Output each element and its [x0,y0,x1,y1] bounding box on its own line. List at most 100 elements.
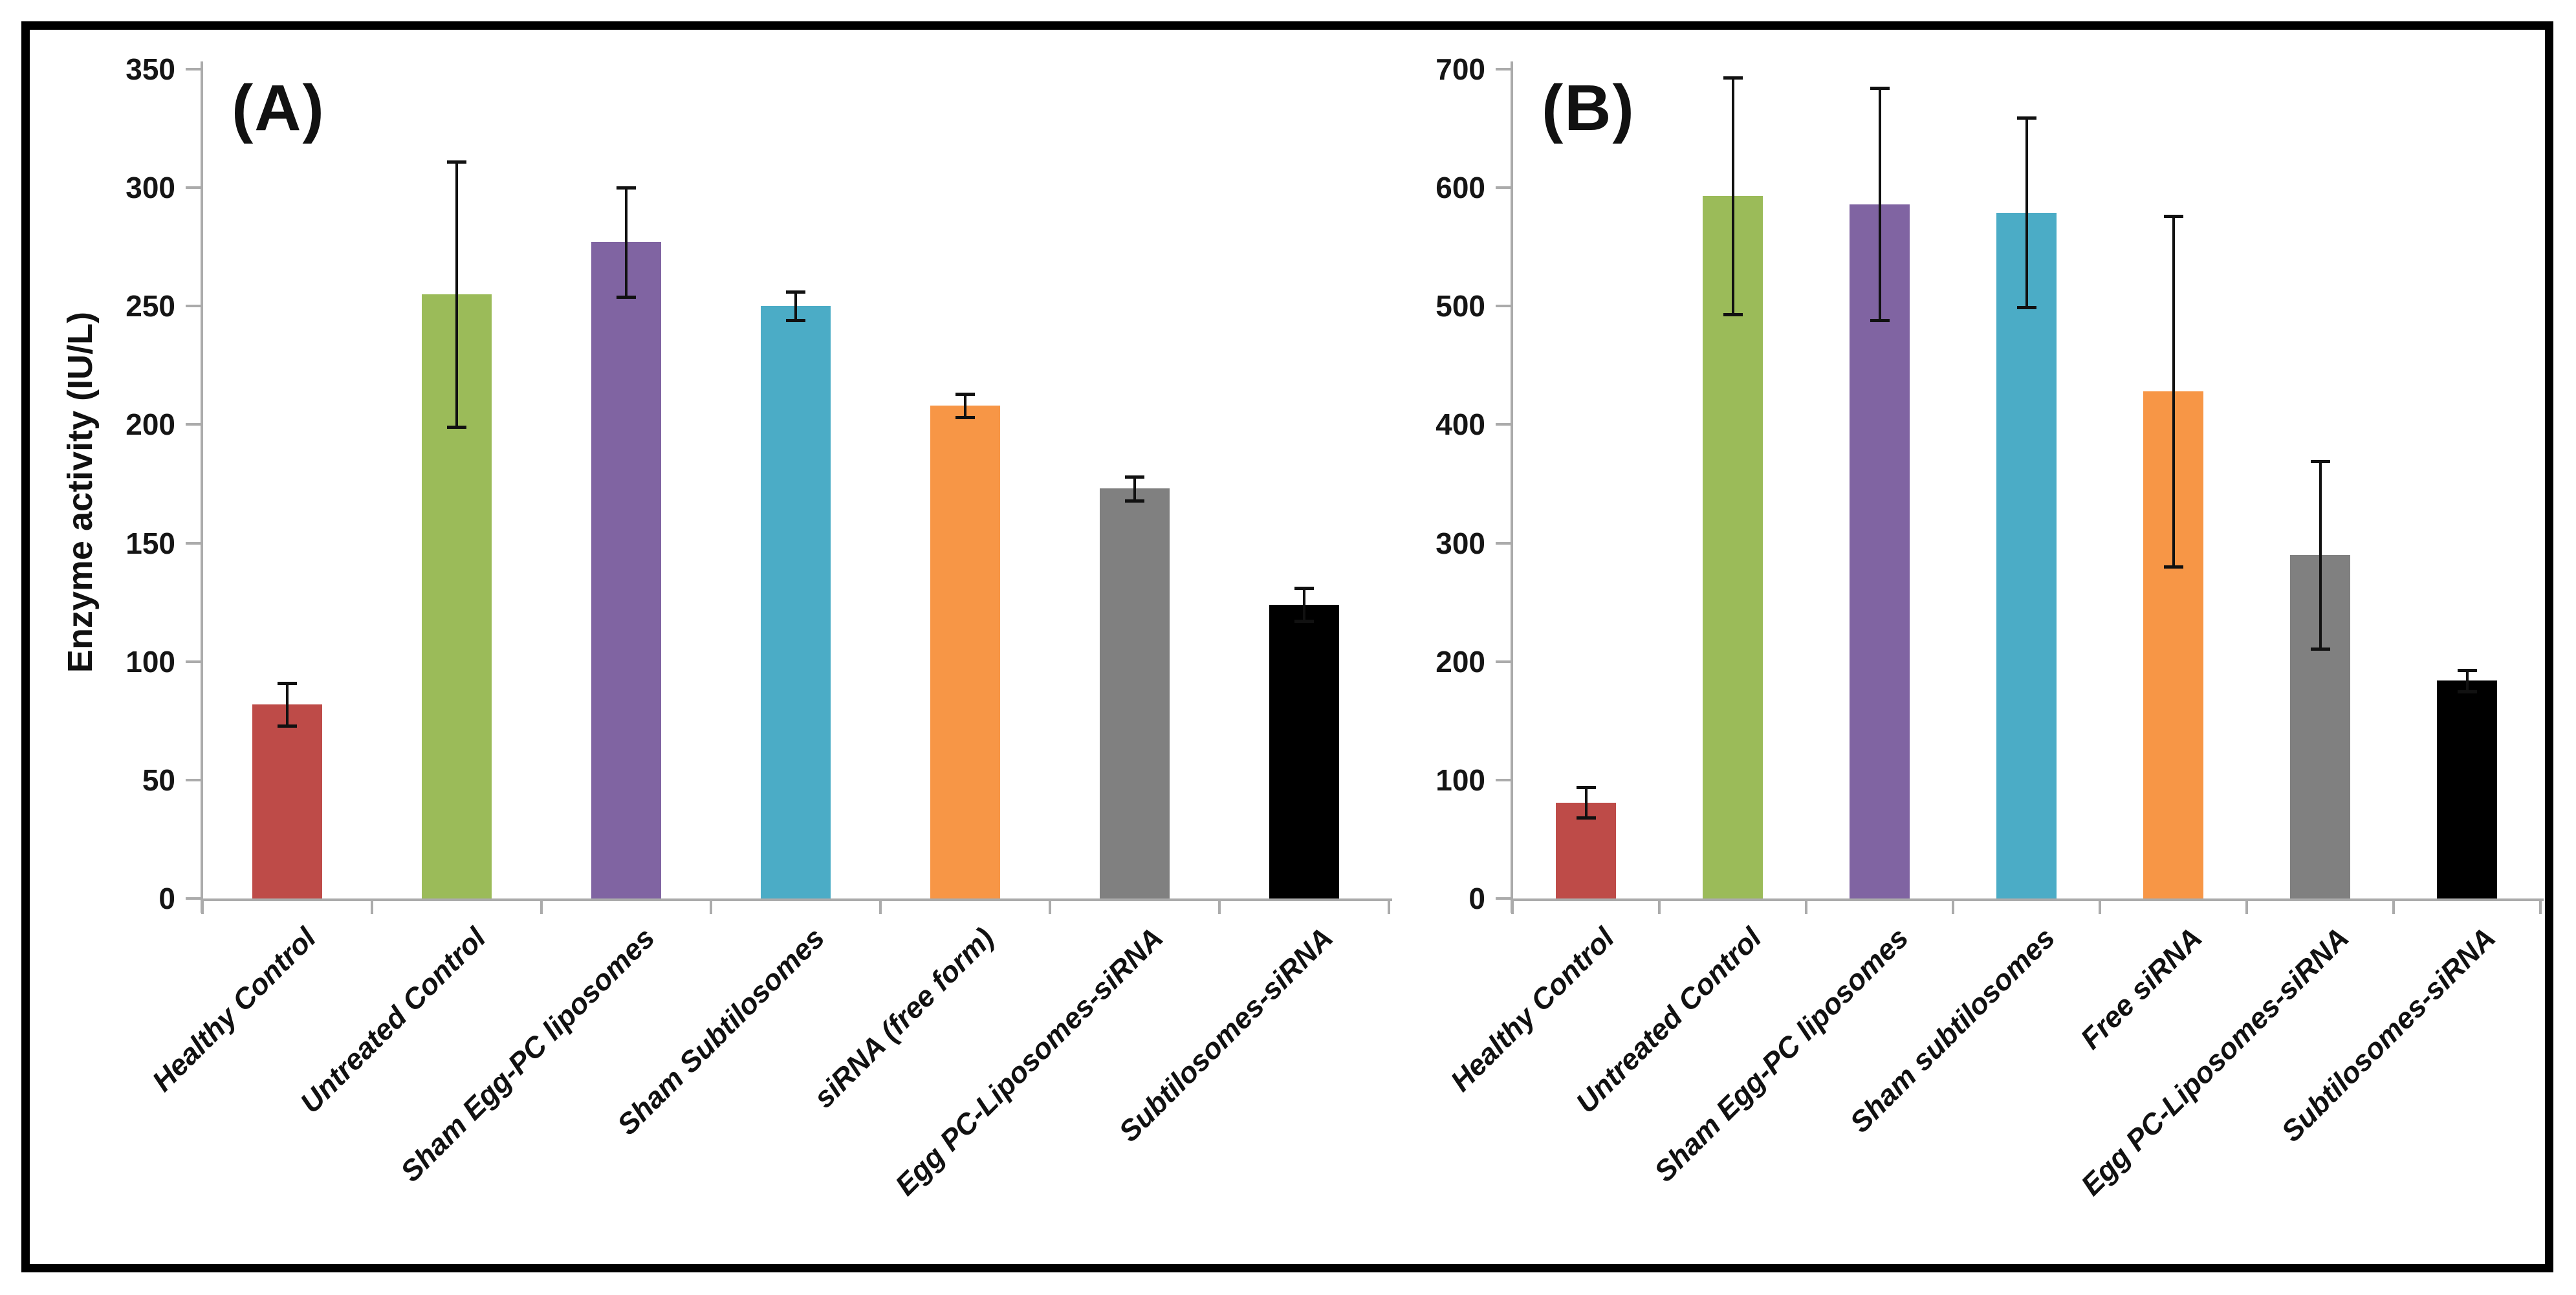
error-bar-cap [278,681,297,685]
y-tick-label: 700 [1435,52,1485,86]
y-tick [1496,305,1511,308]
x-tick [879,901,882,914]
y-tick-label: 250 [126,289,175,323]
error-bar-cap [1125,499,1144,503]
panel-letter: (B) [1542,72,1635,144]
error-bar-cap [786,319,805,323]
error-bar [455,161,458,428]
y-tick [1496,68,1511,71]
bar-egg-pc-liposomes-sirna [1100,488,1170,898]
y-tick-label: 500 [1435,289,1485,323]
error-bar-cap [1870,319,1890,323]
y-axis-line [1511,61,1513,913]
error-bar-cap [786,290,805,294]
y-tick-label: 0 [158,882,175,915]
x-tick [1049,901,1051,914]
x-axis-line [201,898,1392,901]
y-tick-label: 50 [142,763,175,797]
error-bar [1731,77,1734,315]
error-bar [1133,477,1136,501]
x-tick [1658,901,1661,914]
y-tick [1496,541,1511,545]
y-tick-label: 300 [1435,526,1485,560]
x-tick [201,901,204,914]
x-tick [710,901,712,914]
y-tick [186,897,201,900]
error-bar-cap [2016,116,2036,120]
error-bar-cap [2457,668,2477,672]
y-tick [186,778,201,781]
y-tick-label: 350 [126,52,175,86]
y-tick [186,305,201,308]
x-tick [2099,901,2101,914]
y-tick [1496,897,1511,900]
error-bar [625,188,628,297]
x-tick [1952,901,1954,914]
error-bar [1584,787,1588,818]
bar-sham-subtilosomes [1996,212,2057,898]
x-tick [540,901,543,914]
x-tick [2539,901,2542,914]
error-bar-cap [1576,816,1596,820]
error-bar-cap [1723,76,1743,80]
bar-subtilosomes-sirna [1269,604,1339,898]
y-tick [186,660,201,663]
category-label: Sham Egg-PC liposomes [1647,921,1915,1188]
y-tick-label: 200 [1435,644,1485,679]
error-bar-cap [1294,620,1314,624]
x-tick [1388,901,1390,914]
category-label: Free siRNA [2073,921,2209,1056]
error-bar-cap [2163,215,2183,219]
error-bar-cap [1294,587,1314,591]
y-tick-label: 200 [126,408,175,442]
panel-letter: (A) [232,72,325,144]
error-bar-cap [1723,313,1743,317]
category-label: Egg PC-Liposomes-siRNA [2074,921,2355,1202]
error-bar-cap [278,724,297,728]
error-bar-cap [2310,460,2330,464]
y-tick-label: 100 [1435,763,1485,797]
error-bar-cap [617,186,636,190]
error-bar [794,292,797,321]
bar-healthy-control [252,704,322,898]
error-bar-cap [955,392,975,396]
error-bar-cap [2163,565,2183,569]
y-tick-label: 0 [1468,882,1485,915]
y-axis-line [201,61,203,913]
error-bar-cap [447,160,466,164]
error-bar [2319,461,2322,649]
figure-border: Enzyme activity (IU/L) 0 50 100 150 200 250 30… [21,21,2553,1272]
y-tick-label: 150 [126,526,175,560]
x-axis-line [1511,898,2544,901]
y-tick [1496,778,1511,781]
x-tick [1805,901,1807,914]
y-tick [186,423,201,426]
bar-subtilosomes-sirna [2436,680,2498,898]
error-bar [286,682,289,726]
bar-sham-subtilosomes [761,306,831,898]
error-bar-cap [1870,87,1890,91]
error-bar [2025,118,2028,308]
error-bar-cap [955,416,975,420]
error-bar-cap [1576,785,1596,789]
y-tick [186,541,201,545]
x-tick [2392,901,2395,914]
panel-A: 0 50 100 150 200 250 300 350 Healthy Control Untr… [30,30,2545,1264]
error-bar-cap [617,295,636,299]
y-tick [186,186,201,190]
x-tick [1218,901,1221,914]
y-tick-label: 400 [1435,408,1485,442]
y-tick [186,68,201,71]
error-bar [964,393,966,418]
bar-sham-egg-pc-liposomes [591,242,661,898]
panel-B: 0 100 200 300 400 500 600 700 Healthy Control Unt… [30,30,2545,1264]
y-tick-label: 300 [126,171,175,205]
y-tick [1496,660,1511,663]
error-bar-cap [447,426,466,430]
y-tick [1496,186,1511,190]
error-bar [1303,588,1305,622]
error-bar [2172,216,2175,567]
error-bar-cap [2310,647,2330,651]
error-bar-cap [2457,690,2477,693]
error-bar-cap [1125,475,1144,479]
